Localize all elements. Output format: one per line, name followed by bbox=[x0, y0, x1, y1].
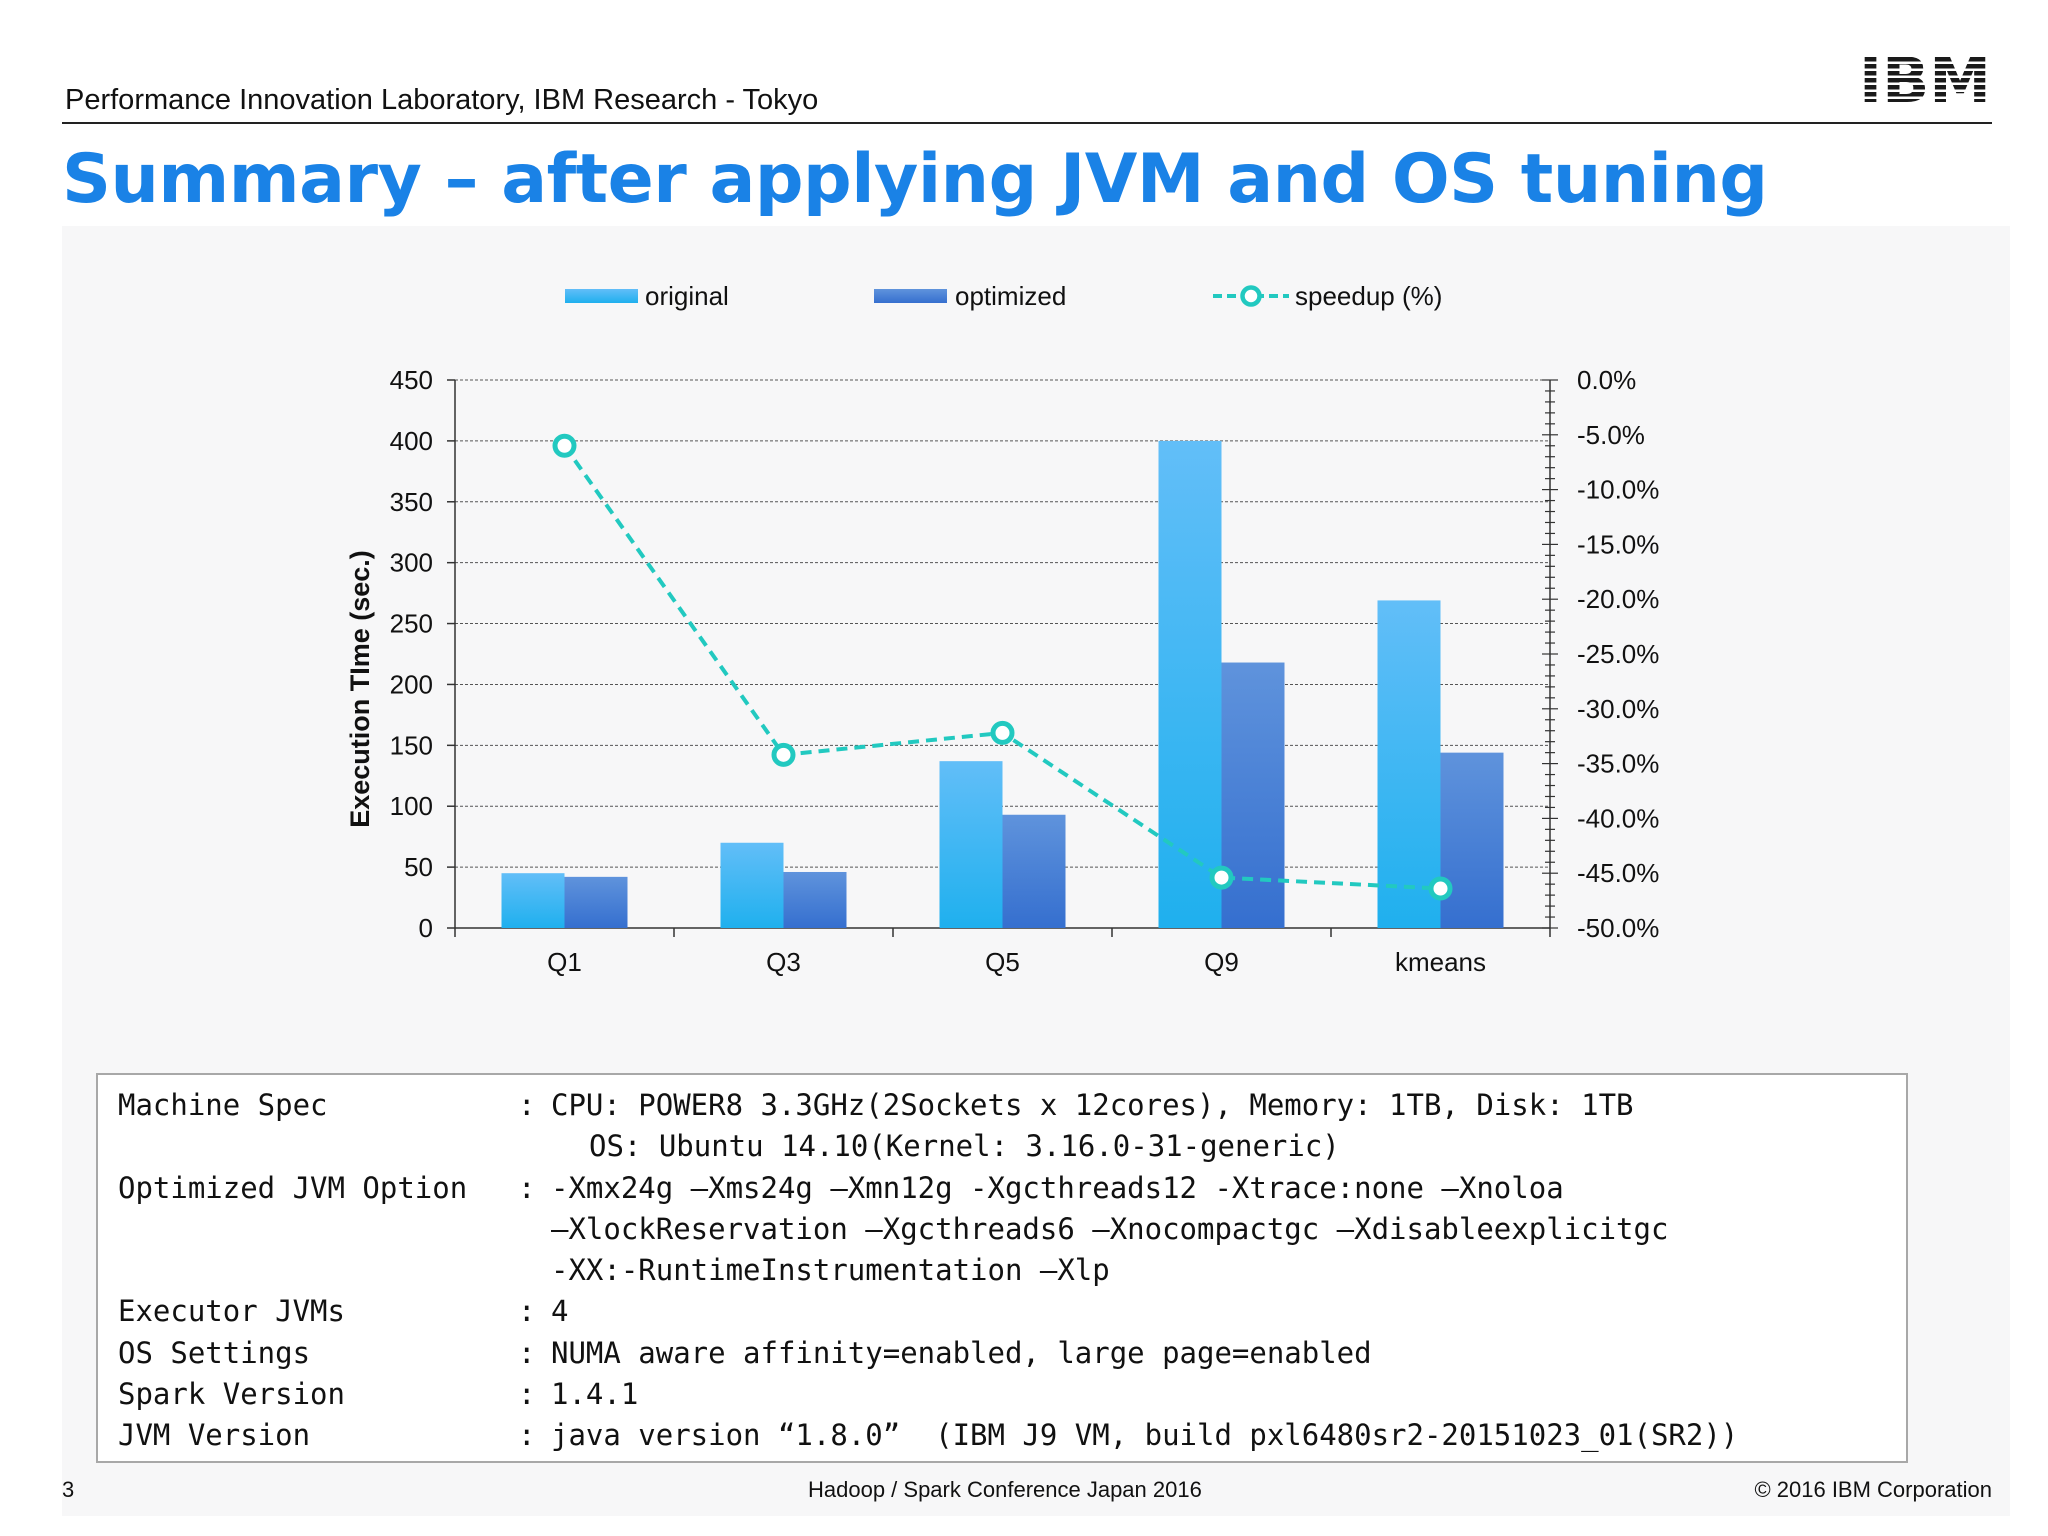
spec-separator: : bbox=[518, 1170, 536, 1205]
x-tick-label: Q5 bbox=[985, 947, 1020, 977]
speedup-marker-kmeans bbox=[1428, 876, 1453, 901]
x-tick-label: Q3 bbox=[766, 947, 801, 977]
spec-label: OS Settings bbox=[118, 1335, 311, 1370]
y-tick-label: 150 bbox=[390, 730, 433, 760]
y2-tick-label: -10.0% bbox=[1577, 475, 1659, 505]
y2-tick-label: 0.0% bbox=[1577, 365, 1636, 395]
spec-row-jvm-option: Optimized JVM Option: -Xmx24g –Xms24g –Xm… bbox=[118, 1168, 1906, 1209]
legend-swatch-optimized bbox=[874, 289, 947, 303]
y2-tick-label: -5.0% bbox=[1577, 420, 1645, 450]
y-tick-label: 450 bbox=[390, 365, 433, 395]
bar-original-Q3 bbox=[720, 842, 784, 928]
legend-label-optimized: optimized bbox=[955, 281, 1066, 311]
y2-tick-label: -35.0% bbox=[1577, 749, 1659, 779]
lab-name: Performance Innovation Laboratory, IBM R… bbox=[65, 84, 819, 116]
spec-row-jvm-version: JVM Version: java version “1.8.0” (IBM J9… bbox=[118, 1415, 1906, 1456]
y2-tick-label: -20.0% bbox=[1577, 584, 1659, 614]
spec-row-machine-os: OS: Ubuntu 14.10(Kernel: 3.16.0-31-gener… bbox=[589, 1129, 1340, 1164]
slide-title: Summary – after applying JVM and OS tuni… bbox=[62, 140, 1768, 219]
bar-optimized-kmeans bbox=[1440, 752, 1504, 928]
x-tick-label: kmeans bbox=[1395, 947, 1486, 977]
bar-optimized-Q5 bbox=[1002, 814, 1066, 928]
execution-time-chart: 0 50 100 150 200 250 300 350 400 450 -50.0% -45.0% -… bbox=[345, 281, 1659, 977]
legend-marker-speedup bbox=[1240, 285, 1262, 307]
spec-separator: : bbox=[518, 1088, 536, 1122]
spec-separator: : bbox=[518, 1335, 536, 1370]
spec-separator: : bbox=[518, 1418, 536, 1453]
spec-row-executor: Executor JVMs:4 bbox=[118, 1291, 1906, 1332]
footer-event: Hadoop / Spark Conference Japan 2016 bbox=[808, 1477, 1202, 1502]
spec-value: 4 bbox=[551, 1294, 569, 1329]
spec-separator: : bbox=[518, 1377, 536, 1412]
y-tick-label: 300 bbox=[390, 548, 433, 578]
spec-row-jvm-option-3: -XX:-RuntimeInstrumentation –Xlp bbox=[551, 1253, 1110, 1288]
y-tick-label: 400 bbox=[390, 426, 433, 456]
header-rule bbox=[62, 122, 1992, 124]
spec-row-jvm-option-2: –XlockReservation –Xgcthreads6 –Xnocompa… bbox=[551, 1211, 1669, 1246]
y-tick-label: 50 bbox=[404, 852, 433, 882]
spec-row-os: OS Settings: NUMA aware affinity=enabled,… bbox=[118, 1333, 1906, 1374]
legend-swatch-original bbox=[565, 289, 638, 303]
y2-tick-label: -15.0% bbox=[1577, 529, 1659, 559]
speedup-marker-Q1 bbox=[552, 433, 577, 458]
spec-value: NUMA aware affinity=enabled, large page=… bbox=[551, 1335, 1372, 1370]
legend-label-speedup: speedup (%) bbox=[1295, 281, 1442, 311]
legend-label-original: original bbox=[645, 281, 729, 311]
y2-tick-label: -50.0% bbox=[1577, 913, 1659, 943]
machine-spec-box: Machine Spec: CPU: POWER8 3.3GHz(2Sockets… bbox=[96, 1073, 1908, 1463]
bar-original-Q1 bbox=[501, 873, 565, 928]
spec-value: 1.4.1 bbox=[551, 1377, 639, 1412]
bar-original-Q9 bbox=[1158, 440, 1222, 928]
spec-value: -Xmx24g –Xms24g –Xmn12g -Xgcthreads12 -X… bbox=[551, 1170, 1564, 1205]
spec-row-machine: Machine Spec: CPU: POWER8 3.3GHz(2Sockets… bbox=[118, 1085, 1906, 1126]
speedup-marker-Q3 bbox=[771, 742, 796, 767]
footer-copyright: © 2016 IBM Corporation bbox=[1754, 1477, 1992, 1502]
y2-tick-label: -40.0% bbox=[1577, 803, 1659, 833]
y-tick-label: 200 bbox=[390, 669, 433, 699]
ibm-logo: IBM bbox=[1858, 50, 1992, 106]
bar-original-Q5 bbox=[939, 761, 1003, 928]
y-tick-label: 0 bbox=[419, 913, 433, 943]
spec-row-spark: Spark Version:1.4.1 bbox=[118, 1374, 1906, 1415]
spec-label: Machine Spec bbox=[118, 1088, 328, 1122]
bar-optimized-Q1 bbox=[564, 876, 628, 928]
y-tick-label: 250 bbox=[390, 609, 433, 639]
speedup-marker-Q5 bbox=[990, 720, 1015, 745]
x-tick-label: Q1 bbox=[547, 947, 582, 977]
y2-tick-label: -45.0% bbox=[1577, 858, 1659, 888]
spec-label: Spark Version bbox=[118, 1377, 345, 1412]
spec-label: Optimized JVM Option bbox=[118, 1170, 468, 1205]
y2-tick-label: -30.0% bbox=[1577, 694, 1659, 724]
spec-label: Executor JVMs bbox=[118, 1294, 345, 1329]
y2-tick-label: -25.0% bbox=[1577, 639, 1659, 669]
speedup-marker-Q9 bbox=[1209, 865, 1234, 890]
bar-optimized-Q3 bbox=[783, 871, 847, 928]
y-tick-label: 350 bbox=[390, 487, 433, 517]
spec-separator: : bbox=[518, 1294, 536, 1329]
y-axis-title: Execution TIme (sec.) bbox=[345, 550, 375, 828]
spec-value: CPU: POWER8 3.3GHz(2Sockets x 12cores), … bbox=[551, 1088, 1634, 1122]
spec-value: java version “1.8.0” (IBM J9 VM, build p… bbox=[551, 1418, 1739, 1453]
bar-original-kmeans bbox=[1377, 600, 1441, 928]
page-number: 3 bbox=[62, 1477, 75, 1502]
bar-optimized-Q9 bbox=[1221, 662, 1285, 928]
spec-label: JVM Version bbox=[118, 1418, 311, 1453]
y-tick-label: 100 bbox=[390, 791, 433, 821]
x-tick-label: Q9 bbox=[1204, 947, 1239, 977]
